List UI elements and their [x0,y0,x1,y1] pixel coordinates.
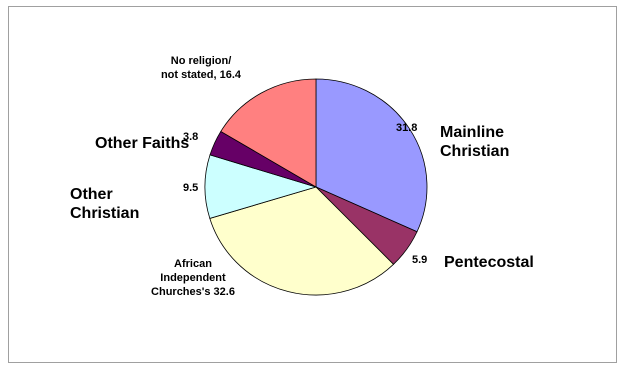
value-no-religion: No religion/ not stated, 16.4 [148,54,254,82]
label-pentecostal: Pentecostal [444,254,534,271]
value-pentecostal: 5.9 [412,254,428,266]
pie-slice-mainline-christian [315,78,428,233]
african-line-2: Independent [160,272,226,284]
pie-slice-african-independent-churches-s [209,186,395,296]
noreligion-line-2: not stated, 16.4 [160,69,242,81]
african-line-1: African [174,258,212,270]
label-other-christian: Other Christian [70,186,140,222]
value-other-christian: 9.5 [183,182,199,194]
noreligion-line-1: No religion/ [170,55,232,67]
pie-slice-no-religion-not-stated [220,78,317,188]
value-other-faiths: 3.8 [183,131,199,143]
african-line-3: Churches's 32.6 [151,286,235,298]
value-african-independent: African Independent Churches's 32.6 [148,257,238,299]
value-mainline: 31.8 [396,122,418,134]
label-mainline-christian: Mainline Christian [440,124,510,160]
label-other-faiths: Other Faiths [95,135,190,152]
